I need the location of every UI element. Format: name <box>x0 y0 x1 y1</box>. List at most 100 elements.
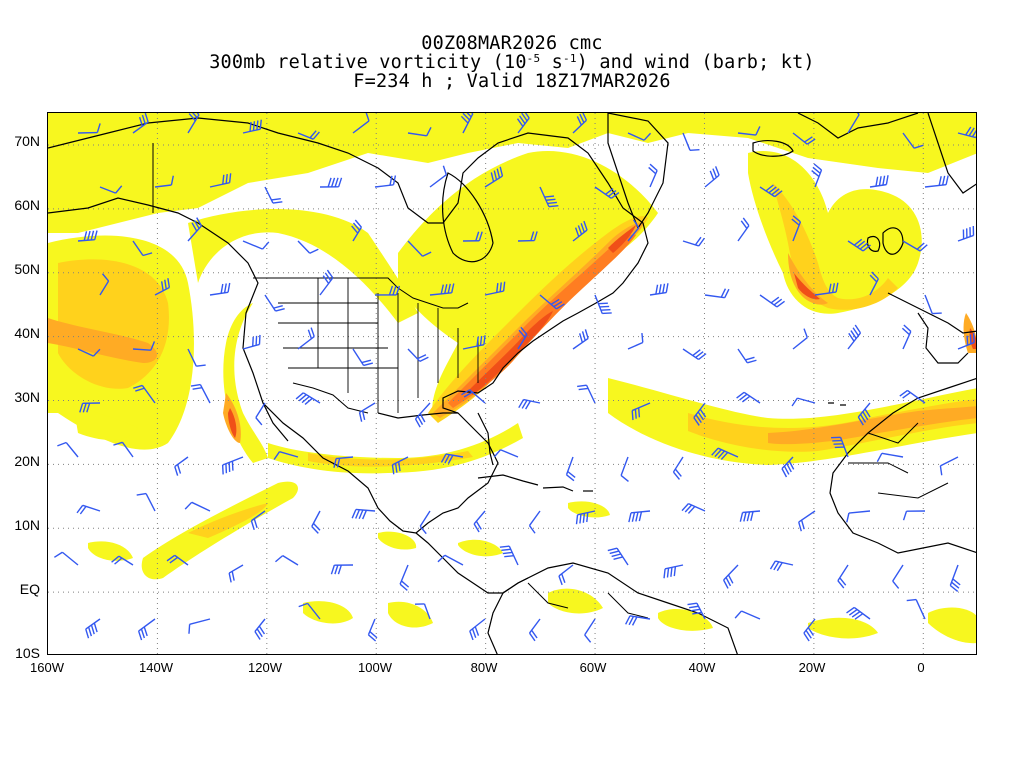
iceland <box>752 140 794 157</box>
wind-barb <box>528 618 541 642</box>
title-exp-2: -1 <box>563 52 577 65</box>
vort-patch-8 <box>378 531 417 550</box>
wind-barb <box>847 113 860 134</box>
wind-barb <box>620 456 629 482</box>
wind-barb <box>902 510 926 521</box>
vort-patch-3 <box>548 588 603 614</box>
wind-barb <box>792 132 816 145</box>
wind-barb <box>539 294 565 310</box>
wind-barb <box>846 510 871 523</box>
vort-atlantic-band <box>608 378 976 465</box>
wind-barb <box>499 545 519 566</box>
wind-barb <box>242 334 261 350</box>
wind-barb <box>759 184 783 198</box>
us-mexico-border <box>292 382 369 414</box>
wind-barb <box>113 441 134 458</box>
vort-pacific-west-patch <box>73 403 138 440</box>
title-line-3: F=234 h ; Valid 18Z17MAR2026 <box>353 71 671 92</box>
wind-barb <box>837 564 849 589</box>
wind-barb <box>57 441 79 458</box>
coastlines <box>48 113 976 654</box>
europe-coast <box>887 292 976 334</box>
wind-barb <box>190 383 211 404</box>
baja-california <box>262 402 289 442</box>
wind-barb <box>722 564 739 589</box>
wind-barb <box>391 456 409 475</box>
wind-barb <box>407 240 432 257</box>
wind-barb <box>539 186 559 208</box>
wind-barb <box>255 402 266 426</box>
wind-barb <box>857 402 871 426</box>
lon-label-60w: 60W <box>579 660 607 675</box>
lat-lon-grid <box>48 113 976 654</box>
us-canada-border <box>253 277 469 309</box>
wind-barb <box>242 119 262 134</box>
title-block: 00Z08MAR2026 cmc 300mb relative vorticit… <box>0 34 1024 91</box>
wind-barb <box>572 113 588 134</box>
title-exp-1: -5 <box>526 52 541 65</box>
wind-barb <box>924 175 949 188</box>
wind-barb <box>187 348 206 367</box>
wind-barb <box>132 113 149 134</box>
wind-barb <box>264 186 283 204</box>
vort-west-arc-outer <box>188 209 418 323</box>
wind-barb <box>517 326 528 350</box>
wind-barb <box>188 618 211 634</box>
wind-barb <box>352 113 370 134</box>
lon-label-20w: 20W <box>798 660 826 675</box>
lat-label-20n: 20N <box>14 453 40 469</box>
wind-barb <box>628 510 651 523</box>
wind-barb <box>319 177 343 188</box>
wind-barb <box>484 281 506 296</box>
lat-label-10s: 10S <box>15 645 40 661</box>
wind-barb <box>737 348 757 364</box>
title-line-2-prefix: 300mb relative vorticity (10 <box>209 52 527 73</box>
wind-barb <box>407 127 432 137</box>
lon-label-120w: 120W <box>248 660 282 675</box>
wind-barb <box>462 335 486 350</box>
wind-barb <box>228 564 244 583</box>
wind-barb <box>174 456 189 476</box>
wind-barb <box>76 504 101 515</box>
wind-barb <box>627 219 640 242</box>
wind-barb <box>440 453 464 464</box>
vort-ne-atlantic-mid <box>773 183 898 310</box>
wind-barb <box>297 240 319 254</box>
wind-barb <box>769 560 794 572</box>
wind-barb <box>648 163 658 188</box>
wind-barb <box>627 132 652 141</box>
wind-barb <box>791 397 816 407</box>
map-frame <box>47 112 977 655</box>
vort-patch-6 <box>928 607 976 644</box>
wind-barb <box>663 564 684 579</box>
greenland <box>607 113 669 230</box>
africa-coast <box>829 378 976 554</box>
wind-barb <box>681 502 706 514</box>
wind-barb <box>869 271 879 296</box>
wind-barb <box>273 451 299 460</box>
wind-barb <box>79 402 101 413</box>
wind-barb <box>184 501 211 512</box>
wind-barb <box>399 564 410 591</box>
wind-barb <box>957 225 975 242</box>
wind-barb <box>682 348 707 361</box>
lat-label-40n: 40N <box>14 325 40 341</box>
north-america-coast <box>48 117 649 534</box>
wind-barb <box>374 175 397 188</box>
title-line-2: 300mb relative vorticity (10-5 s-1) and … <box>0 53 1024 72</box>
wind-barb <box>814 282 839 296</box>
wind-barb <box>77 123 101 134</box>
wind-barb <box>734 610 761 620</box>
wind-barb <box>297 327 315 350</box>
lon-label-100w: 100W <box>358 660 392 675</box>
wind-barb <box>607 547 629 566</box>
wind-barb <box>297 130 320 140</box>
wind-barb <box>137 618 156 641</box>
lon-label-0: 0 <box>917 660 925 675</box>
wind-barb <box>704 288 730 299</box>
wind-barb <box>517 231 538 242</box>
wind-barb <box>132 240 153 257</box>
wind-barb <box>792 328 808 350</box>
wind-barb <box>437 554 464 566</box>
wind-barb <box>899 389 926 404</box>
